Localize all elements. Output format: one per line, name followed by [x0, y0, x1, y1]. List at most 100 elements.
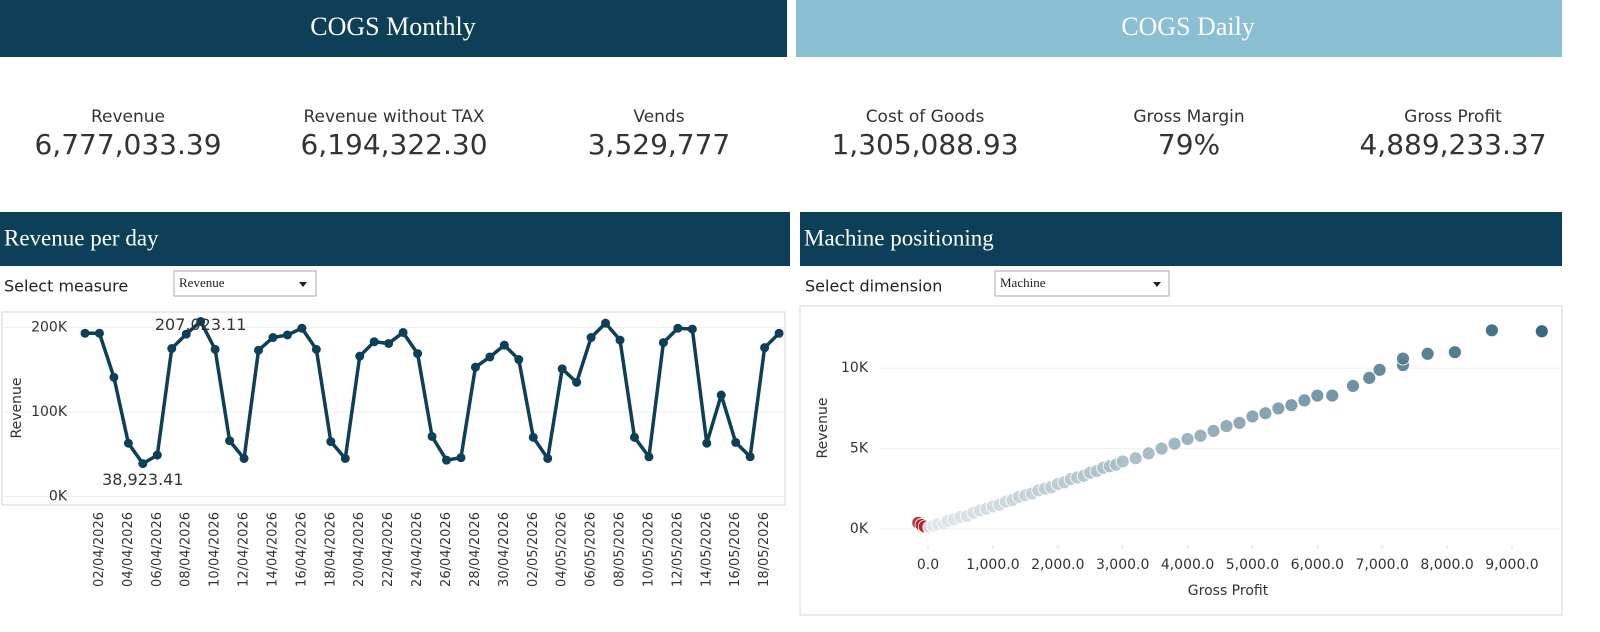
x-tick-label: 02/05/2026 — [526, 512, 541, 587]
x-tick-label: 14/05/2026 — [699, 512, 714, 587]
data-point — [774, 328, 784, 338]
data-point — [673, 323, 683, 333]
y-tick-label: 0K — [49, 489, 68, 505]
data-label: 38,923.41 — [102, 470, 183, 489]
x-tick-label: 16/05/2026 — [728, 512, 743, 587]
dropdown[interactable] — [994, 270, 1170, 297]
kpi-label: Vends — [633, 107, 684, 127]
x-tick-label: 26/04/2026 — [439, 512, 454, 587]
data-point — [716, 390, 726, 400]
kpi-value: 1,305,088.93 — [831, 128, 1018, 161]
data-point — [601, 318, 611, 328]
scatter-point — [1180, 432, 1195, 446]
scatter-point — [1534, 324, 1549, 339]
data-point — [181, 329, 191, 339]
y-tick-label: 100K — [31, 404, 68, 420]
scatter-point — [1396, 351, 1410, 366]
scatter-point — [1484, 323, 1499, 338]
dropdown-arrow[interactable] — [299, 282, 307, 287]
data-point — [427, 431, 437, 441]
x-tick-label: 7,000.0 — [1355, 557, 1408, 573]
y-tick-label: 5K — [850, 441, 869, 457]
panel-title: Machine positioning — [804, 225, 994, 250]
data-point — [138, 459, 148, 469]
tab-monthly[interactable] — [0, 0, 787, 57]
x-tick-label: 2,000.0 — [1031, 557, 1084, 573]
panel-title: Revenue per day — [4, 225, 159, 250]
kpi-label: Revenue without TAX — [303, 107, 484, 127]
data-point — [282, 330, 292, 340]
x-tick-label: 9,000.0 — [1485, 557, 1538, 573]
tab-daily[interactable] — [796, 0, 1562, 57]
data-point — [239, 453, 249, 463]
data-point — [745, 452, 755, 462]
data-point — [485, 352, 495, 362]
data-point — [80, 328, 90, 338]
data-point — [456, 453, 466, 463]
data-point — [528, 432, 538, 442]
control-label: Select measure — [4, 277, 128, 296]
y-tick-label: 200K — [31, 319, 68, 335]
tab-label[interactable]: COGS Monthly — [310, 12, 475, 41]
data-point — [543, 453, 553, 463]
data-point — [514, 355, 524, 365]
data-point — [167, 344, 177, 354]
data-point — [340, 453, 350, 463]
kpi-label: Revenue — [91, 107, 165, 127]
plot-frame — [799, 305, 1563, 616]
dropdown-value[interactable]: Revenue — [179, 275, 225, 290]
scatter-point — [1128, 451, 1143, 466]
x-tick-label: 14/04/2026 — [265, 512, 280, 587]
x-axis-label: Gross Profit — [1188, 583, 1269, 599]
scatter-point — [1325, 388, 1340, 403]
panel-header — [0, 212, 790, 266]
dropdown-value[interactable]: Machine — [1000, 275, 1046, 290]
scatter-point — [1141, 446, 1156, 461]
dropdown-arrow[interactable] — [1153, 282, 1161, 287]
control-label: Select dimension — [805, 277, 942, 296]
scatter-point — [1245, 409, 1260, 424]
data-point — [123, 438, 133, 448]
x-tick-label: 06/05/2026 — [584, 512, 599, 587]
x-tick-label: 30/04/2026 — [497, 512, 512, 587]
plot-frame — [1, 311, 786, 506]
scatter-point — [1219, 419, 1234, 433]
data-point — [254, 345, 264, 355]
x-tick-label: 10/04/2026 — [208, 512, 223, 587]
x-tick-label: 8,000.0 — [1420, 557, 1473, 573]
data-point — [499, 340, 509, 350]
data-point — [731, 437, 741, 447]
x-tick-label: 04/05/2026 — [555, 512, 570, 587]
x-tick-label: 06/04/2026 — [150, 512, 165, 587]
data-point — [152, 450, 162, 460]
kpi-value: 4,889,233.37 — [1359, 128, 1546, 161]
scatter-point — [1206, 424, 1221, 438]
y-tick-label: 10K — [841, 360, 869, 376]
scatter-point — [1271, 401, 1286, 416]
data-point — [586, 333, 596, 343]
x-tick-label: 08/04/2026 — [179, 512, 194, 587]
data-point — [644, 452, 654, 462]
scatter-point — [1420, 346, 1435, 361]
data-point — [355, 351, 365, 361]
data-point — [557, 364, 567, 374]
data-point — [196, 316, 206, 326]
x-tick-label: 0.0 — [917, 557, 939, 573]
data-point — [702, 438, 712, 448]
data-point — [687, 324, 697, 334]
scatter-point — [1346, 379, 1360, 393]
x-tick-label: 10/05/2026 — [641, 512, 656, 587]
tab-label[interactable]: COGS Daily — [1121, 12, 1255, 41]
scatter-point — [1115, 454, 1130, 469]
x-tick-label: 04/04/2026 — [121, 512, 136, 587]
kpi-label: Gross Margin — [1133, 107, 1244, 127]
x-tick-label: 5,000.0 — [1226, 557, 1279, 573]
x-tick-label: 18/04/2026 — [323, 512, 338, 587]
data-point — [210, 344, 220, 354]
dropdown[interactable] — [173, 270, 317, 297]
data-point — [442, 455, 451, 465]
x-tick-label: 08/05/2026 — [613, 512, 628, 587]
scatter-point — [1154, 441, 1169, 456]
